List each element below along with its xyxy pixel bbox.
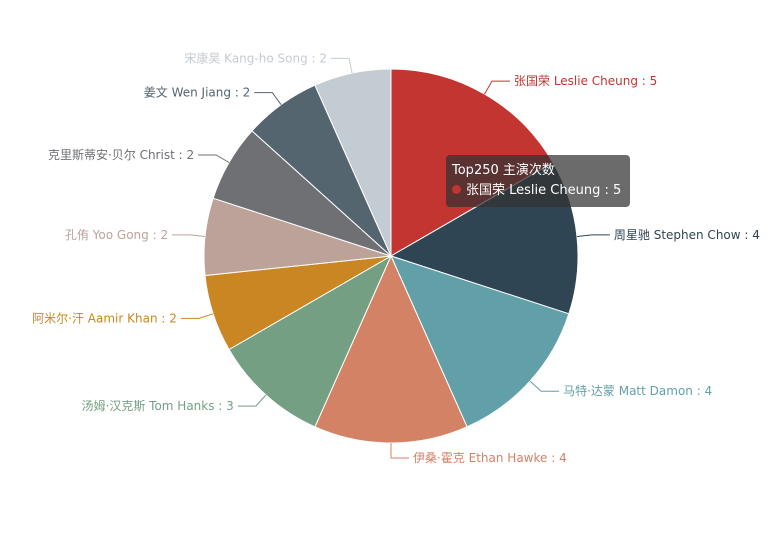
pie-labels: 张国荣 Leslie Cheung : 5 周星驰 Stephen Chow : … xyxy=(32,50,760,465)
pie-slice[interactable] xyxy=(228,254,393,428)
slice-label: 张国荣 Leslie Cheung : 5 xyxy=(514,74,657,88)
tooltip-item-text: 张国荣 Leslie Cheung : 5 xyxy=(466,183,622,198)
slice-label: 姜文 Wen Jiang : 2 xyxy=(144,85,251,100)
label-leader-line xyxy=(180,313,214,319)
slice-label: 周星驰 Stephen Chow : 4 xyxy=(614,228,760,242)
tooltip-color-dot xyxy=(452,185,461,194)
label-leader-line xyxy=(529,380,560,392)
label-leader-line xyxy=(331,57,353,74)
label-leader-line xyxy=(576,234,610,237)
label-leader-line xyxy=(172,234,206,237)
label-leader-line xyxy=(237,394,267,407)
label-leader-line xyxy=(254,92,282,105)
tooltip-item: 张国荣 Leslie Cheung : 5 xyxy=(452,181,624,201)
slice-label: 阿米尔·汗 Aamir Khan : 2 xyxy=(32,310,177,325)
label-leader-line xyxy=(484,80,510,95)
label-leader-line xyxy=(390,443,409,459)
slice-label: 汤姆·汉克斯 Tom Hanks : 3 xyxy=(82,399,234,413)
label-leader-line xyxy=(198,154,230,163)
slice-label: 伊桑·霍克 Ethan Hawke : 4 xyxy=(413,451,567,465)
pie-slice[interactable] xyxy=(314,68,392,257)
chart-tooltip: Top250 主演次数 张国荣 Leslie Cheung : 5 xyxy=(446,155,630,207)
pie-slice[interactable] xyxy=(390,255,570,428)
pie-slice[interactable] xyxy=(314,254,468,444)
pie-slices xyxy=(203,68,579,444)
slice-label: 克里斯蒂安·贝尔 Christ : 2 xyxy=(48,147,194,162)
tooltip-title: Top250 主演次数 xyxy=(452,163,555,178)
slice-label: 马特·达蒙 Matt Damon : 4 xyxy=(563,383,712,398)
slice-label: 宋康昊 Kang-ho Song : 2 xyxy=(184,50,327,65)
slice-label: 孔侑 Yoo Gong : 2 xyxy=(65,228,168,242)
